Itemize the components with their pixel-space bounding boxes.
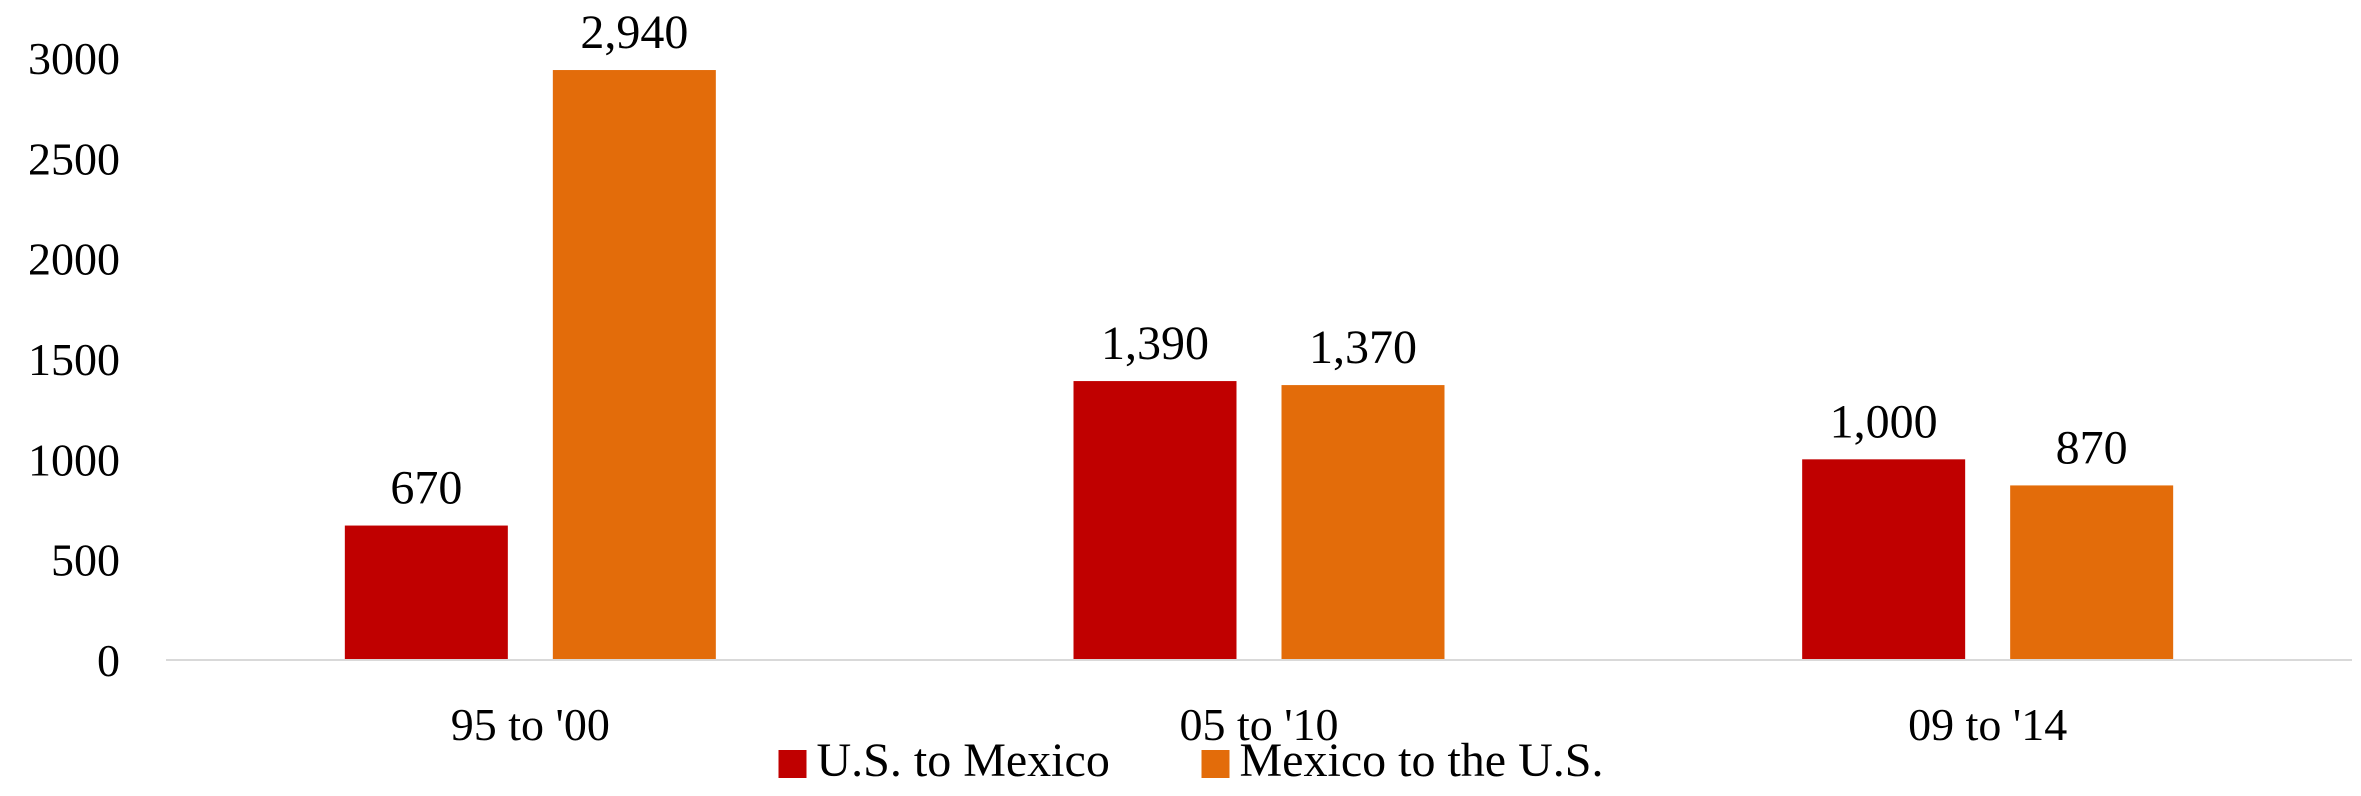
data-label: 1,370 — [1309, 321, 1417, 374]
bar-us-to-mexico — [1802, 459, 1966, 660]
data-label: 670 — [390, 462, 462, 515]
data-label: 870 — [2056, 421, 2128, 474]
y-tick-label: 3000 — [28, 33, 120, 84]
bar-us-to-mexico — [344, 525, 508, 660]
y-axis: 0 500 1000 1500 2000 2500 3000 — [28, 33, 120, 686]
y-tick-label: 1000 — [28, 434, 120, 485]
legend-swatch — [1201, 750, 1230, 778]
bars — [344, 70, 2174, 661]
legend-label: U.S. to Mexico — [817, 734, 1110, 787]
data-label: 1,390 — [1101, 317, 1209, 370]
data-label: 2,940 — [580, 6, 688, 59]
legend-swatch — [778, 750, 807, 778]
bar-us-to-mexico — [1073, 381, 1237, 660]
y-tick-label: 2000 — [28, 234, 120, 285]
legend-item: U.S. to Mexico — [778, 734, 1110, 787]
y-tick-label: 1500 — [28, 334, 120, 385]
bar-mexico-to-us — [1281, 385, 1445, 660]
y-tick-label: 0 — [97, 635, 120, 686]
y-tick-label: 2500 — [28, 133, 120, 184]
x-tick-label: 95 to '00 — [451, 699, 610, 750]
legend-label: Mexico to the U.S. — [1240, 734, 1604, 787]
data-label: 1,000 — [1830, 395, 1938, 448]
x-tick-label: 05 to '10 — [1179, 699, 1338, 750]
bar-mexico-to-us — [2010, 485, 2174, 660]
bar-mexico-to-us — [552, 70, 716, 661]
data-labels: 670 2,940 1,390 1,370 1,000 870 — [390, 6, 2127, 515]
y-tick-label: 500 — [51, 535, 120, 586]
legend-item: Mexico to the U.S. — [1201, 734, 1604, 787]
x-tick-label: 09 to '14 — [1908, 699, 2067, 750]
x-axis: 95 to '00 05 to '10 09 to '14 — [451, 699, 2067, 750]
legend: U.S. to Mexico Mexico to the U.S. — [778, 734, 1604, 787]
